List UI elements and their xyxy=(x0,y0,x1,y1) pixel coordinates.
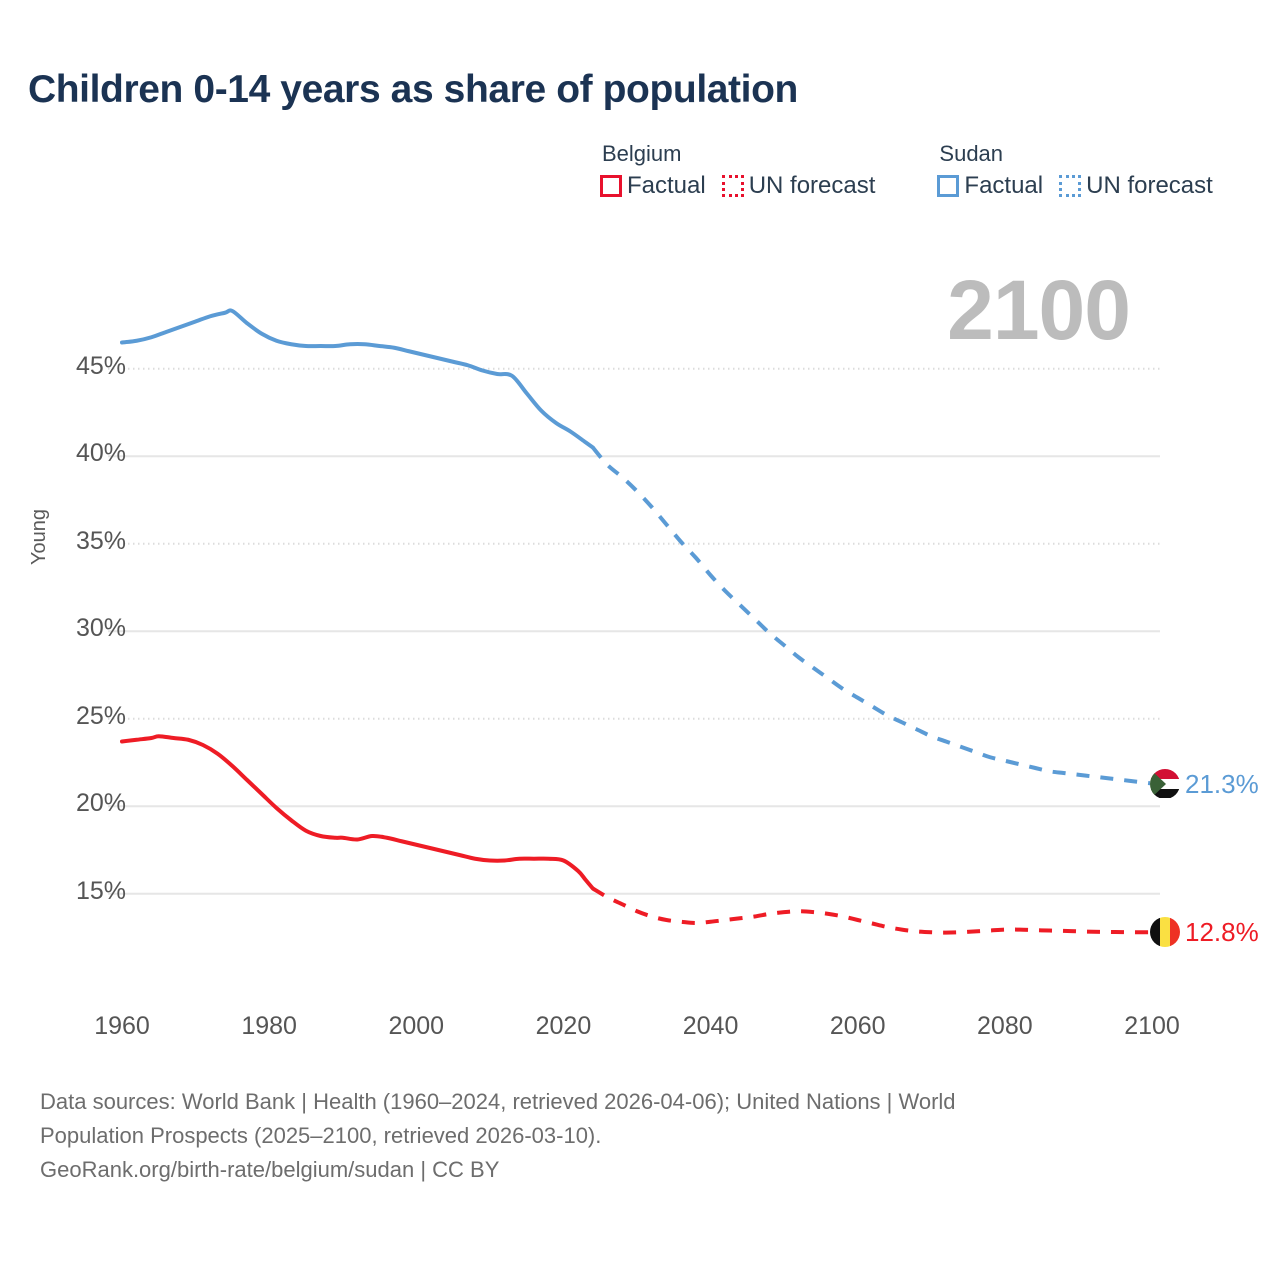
y-tick-label: 40% xyxy=(75,439,126,468)
x-tick-label: 1960 xyxy=(94,1012,150,1040)
legend-swatch-solid-icon xyxy=(937,175,960,198)
footer-line-2: Population Prospects (2025–2100, retriev… xyxy=(40,1123,602,1149)
legend-swatch-solid-icon xyxy=(600,175,622,198)
legend-label-sudan-forecast: UN forecast xyxy=(1086,172,1213,200)
y-tick-label: 45% xyxy=(75,351,126,380)
footer-line-3: GeoRank.org/birth-rate/belgium/sudan | C… xyxy=(40,1157,500,1183)
endpoint-value-sudan: 21.3% xyxy=(1185,768,1259,799)
x-tick-label: 2020 xyxy=(535,1012,592,1040)
y-axis-tick-labels: 15% 20% 25% 30% 35% 40% 45% xyxy=(0,0,126,1000)
footer-line-1: Data sources: World Bank | Health (1960–… xyxy=(40,1089,956,1114)
x-tick-label: 2060 xyxy=(829,1012,886,1040)
legend-country-sudan: Sudan xyxy=(939,141,1004,166)
series-line-factual-sudan xyxy=(120,308,595,450)
y-tick-label: 20% xyxy=(75,789,126,818)
x-tick-label: 2100 xyxy=(1124,1012,1180,1040)
legend-swatch-dotted-icon xyxy=(1059,175,1082,198)
x-tick-label: 2000 xyxy=(388,1012,445,1040)
chart-plot-area: 2100 Young 15% 20% 25% 30% 35% 40% 45% 21.3% 12… xyxy=(0,0,1259,1000)
chart-legend: Belgium Factual UN forecast Sudan Factua… xyxy=(600,141,1213,200)
series-line-forecast-sudan xyxy=(591,446,1153,786)
legend-item-sudan-forecast[interactable]: UN forecast xyxy=(1059,172,1213,200)
legend-item-sudan-factual[interactable]: Factual xyxy=(937,172,1043,200)
year-watermark: 2100 xyxy=(947,263,1131,357)
x-tick-label: 1980 xyxy=(241,1012,297,1040)
page-title: Children 0-14 years as share of populati… xyxy=(28,68,798,111)
belgium-flag-icon xyxy=(1150,917,1180,948)
x-axis-tick-labels: 1960 1980 2000 2020 2040 2060 2080 2100 xyxy=(0,1012,1280,1052)
y-tick-label: 25% xyxy=(75,701,126,730)
y-tick-label: 35% xyxy=(75,526,126,555)
legend-label-sudan-factual: Factual xyxy=(964,172,1044,200)
legend-label-belgium-factual: Factual xyxy=(627,172,706,200)
series-line-forecast-belgium xyxy=(591,886,1153,935)
x-tick-label: 2080 xyxy=(977,1012,1033,1040)
endpoint-marker-belgium: 12.8% xyxy=(1150,917,1259,948)
series-line-factual-belgium xyxy=(120,734,595,891)
x-tick-label: 2040 xyxy=(682,1012,739,1040)
legend-item-belgium-factual[interactable]: Factual xyxy=(600,172,706,200)
chart-canvas xyxy=(108,308,1160,935)
legend-label-belgium-forecast: UN forecast xyxy=(748,172,876,200)
chart-footer: Data sources: World Bank | Health (1960–… xyxy=(40,1085,1180,1187)
endpoint-marker-sudan: 21.3% xyxy=(1150,768,1259,799)
endpoint-value-belgium: 12.8% xyxy=(1185,917,1259,948)
legend-item-belgium-forecast[interactable]: UN forecast xyxy=(721,172,876,200)
sudan-flag-icon xyxy=(1150,768,1180,799)
y-tick-label: 15% xyxy=(75,876,126,905)
legend-country-belgium: Belgium xyxy=(602,141,682,166)
legend-group-belgium: Belgium Factual UN forecast xyxy=(600,141,876,200)
legend-swatch-dotted-icon xyxy=(721,175,744,198)
y-tick-label: 30% xyxy=(75,614,126,643)
legend-group-sudan: Sudan Factual UN forecast xyxy=(937,141,1213,200)
